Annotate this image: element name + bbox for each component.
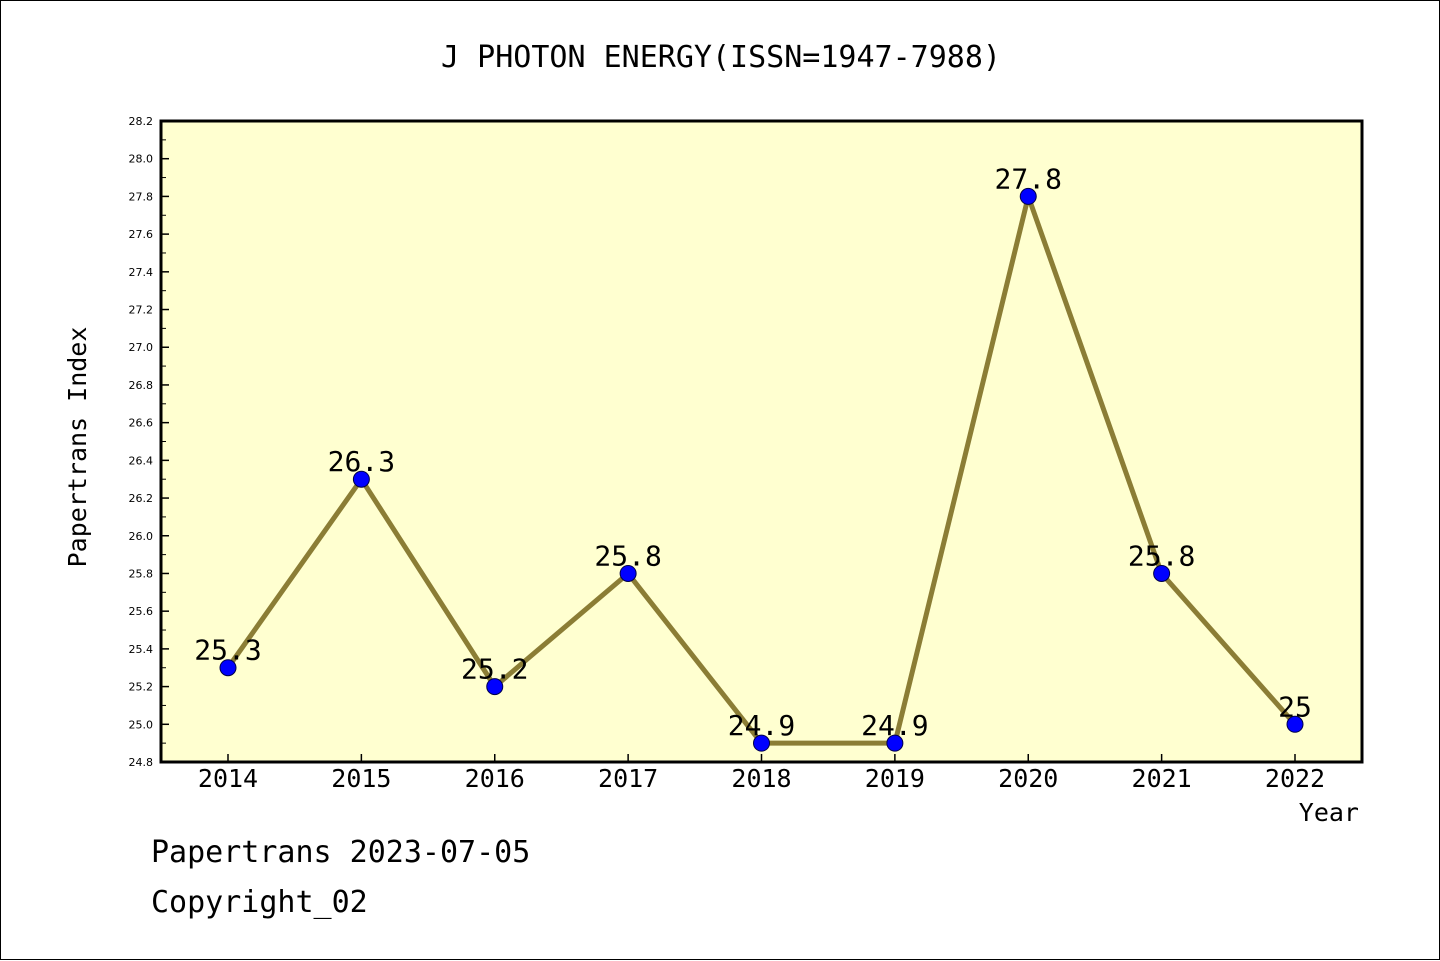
y-tick-label: 25.2 [129, 681, 154, 694]
footer-date: Papertrans 2023-07-05 [151, 835, 531, 870]
y-tick-label: 24.8 [129, 756, 154, 769]
footer-copyright: Copyright_02 [151, 885, 368, 920]
x-tick-label: 2020 [998, 764, 1058, 793]
y-tick-label: 25.8 [129, 567, 154, 580]
y-tick-label: 25.6 [129, 605, 154, 618]
x-tick-label: 2018 [731, 764, 791, 793]
y-tick-label: 26.0 [129, 530, 154, 543]
y-tick-label: 27.6 [129, 228, 154, 241]
y-tick-label: 27.8 [129, 190, 154, 203]
chart-title: J PHOTON ENERGY(ISSN=1947-7988) [441, 40, 1001, 75]
data-marker [219, 659, 237, 677]
data-marker [753, 734, 770, 752]
y-tick-label: 28.0 [129, 153, 154, 166]
plot-area [159, 119, 1364, 764]
y-tick-label: 27.0 [129, 341, 154, 354]
y-tick-label: 25.0 [129, 718, 154, 731]
data-label: 25.2 [461, 653, 528, 686]
data-marker [1286, 715, 1304, 733]
x-tick-label: 2014 [198, 764, 258, 793]
data-marker [619, 564, 637, 582]
y-tick-label: 27.2 [129, 304, 154, 317]
data-marker [1153, 564, 1171, 582]
data-marker [486, 678, 504, 696]
data-label: 24.9 [728, 709, 795, 742]
x-tick-label: 2021 [1132, 764, 1192, 793]
data-marker [886, 734, 904, 752]
data-label: 24.9 [861, 709, 928, 742]
y-tick-label: 26.6 [129, 417, 154, 430]
data-label: 25.8 [594, 539, 661, 572]
data-label: 25.3 [194, 634, 261, 667]
y-tick-label: 27.4 [129, 266, 154, 279]
y-tick-label: 28.2 [129, 115, 154, 128]
x-tick-label: 2017 [598, 764, 658, 793]
data-marker [352, 470, 370, 488]
data-markers [219, 187, 1304, 752]
x-tick-label: 2016 [465, 764, 525, 793]
y-tick-label: 26.2 [129, 492, 154, 505]
data-label: 26.3 [328, 445, 395, 478]
data-labels: 25.3 26.3 25.2 25.8 24.9 24.9 27.8 25.8 25 [194, 162, 1312, 742]
y-tick-label: 26.8 [129, 379, 154, 392]
x-axis-ticks: 2014 2015 2016 2017 2018 2019 2020 2021 2022 [198, 754, 1325, 793]
data-label: 25.8 [1128, 539, 1195, 572]
y-axis-ticks: 24.8 25.0 25.2 25.4 25.6 25.8 26.0 26.2 26.4 26.6… [129, 115, 169, 769]
data-label: 27.8 [995, 162, 1062, 195]
x-tick-label: 2019 [865, 764, 925, 793]
y-tick-label: 25.4 [129, 643, 154, 656]
x-axis-title: Year [1299, 798, 1359, 827]
data-marker [1019, 187, 1037, 205]
y-axis-title: Papertrans Index [63, 327, 92, 568]
x-tick-label: 2015 [331, 764, 391, 793]
y-tick-label: 26.4 [129, 454, 154, 467]
x-tick-label: 2022 [1265, 764, 1325, 793]
data-label: 25 [1278, 690, 1312, 723]
